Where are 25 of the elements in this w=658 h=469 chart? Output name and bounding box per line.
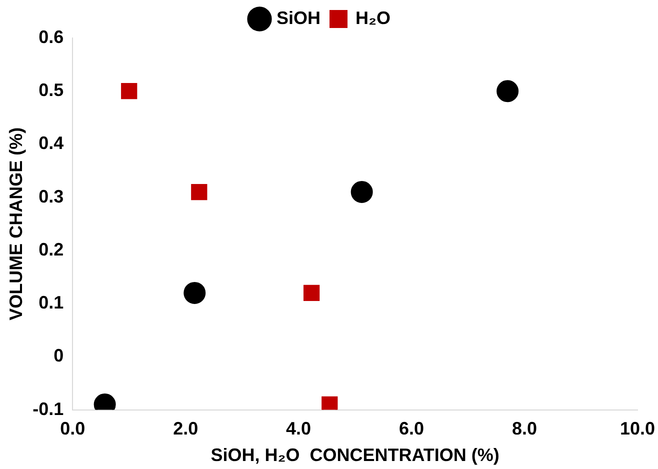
x-axis-title: SiOH, H₂O CONCENTRATION (%) bbox=[210, 445, 500, 466]
x-tick-label: 8.0 bbox=[512, 418, 538, 439]
y-tick-label: 0.2 bbox=[38, 239, 64, 260]
y-tick-label: 0.6 bbox=[38, 26, 64, 47]
y-tick-label: 0 bbox=[54, 346, 64, 366]
legend-label: SiOH bbox=[276, 8, 321, 28]
y-tick-label: 0.3 bbox=[38, 186, 64, 206]
point bbox=[184, 282, 206, 304]
y-tick-label: -0.1 bbox=[32, 398, 64, 419]
y-tick-label: 0.4 bbox=[38, 133, 64, 154]
point bbox=[191, 184, 208, 200]
legend-label: H₂O bbox=[356, 8, 391, 28]
point bbox=[350, 181, 373, 204]
point bbox=[303, 284, 320, 302]
point bbox=[496, 80, 519, 102]
y-axis-title: VOLUME CHANGE (%) bbox=[6, 127, 26, 320]
x-tick-label: 6.0 bbox=[399, 418, 424, 439]
y-tick-label: 0.5 bbox=[38, 80, 64, 100]
x-tick-label: 10.0 bbox=[620, 418, 656, 439]
x-tick-label: 2.0 bbox=[173, 418, 198, 439]
point bbox=[322, 396, 338, 410]
x-tick-label: 4.0 bbox=[286, 418, 312, 439]
x-tick-label: 0.0 bbox=[60, 418, 86, 439]
point bbox=[121, 83, 138, 100]
y-tick-label: 0.1 bbox=[38, 292, 64, 313]
